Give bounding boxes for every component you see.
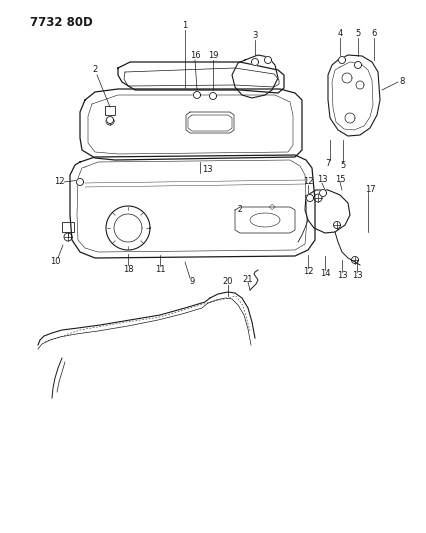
Polygon shape: [76, 179, 83, 185]
Bar: [62, 222, 74, 232]
Text: 12: 12: [54, 177, 64, 187]
Text: 15: 15: [334, 174, 345, 183]
Text: 19: 19: [207, 51, 218, 60]
Text: 2: 2: [92, 66, 98, 75]
Polygon shape: [209, 93, 216, 100]
Text: 16: 16: [189, 51, 200, 60]
Polygon shape: [306, 195, 313, 201]
Text: 1: 1: [182, 20, 187, 29]
Polygon shape: [106, 117, 113, 124]
Text: 5: 5: [354, 29, 360, 38]
Text: 13: 13: [351, 271, 362, 280]
Text: 5: 5: [340, 160, 345, 169]
Text: 13: 13: [201, 165, 212, 174]
Text: 6: 6: [371, 29, 376, 38]
Text: 17: 17: [364, 184, 374, 193]
Text: 12: 12: [302, 268, 313, 277]
Polygon shape: [264, 56, 271, 63]
Text: 3: 3: [252, 31, 257, 41]
Text: 2: 2: [237, 206, 242, 214]
Text: 14: 14: [319, 270, 329, 279]
Bar: [105, 106, 115, 115]
Polygon shape: [354, 61, 361, 69]
Text: 10: 10: [50, 257, 60, 266]
Text: ◇: ◇: [268, 203, 275, 212]
Polygon shape: [319, 190, 326, 197]
Text: 18: 18: [122, 264, 133, 273]
Text: 12: 12: [302, 177, 313, 187]
Text: 4: 4: [337, 29, 342, 38]
Polygon shape: [338, 56, 345, 63]
Text: 7732 80D: 7732 80D: [30, 17, 92, 29]
Text: 8: 8: [398, 77, 404, 86]
Polygon shape: [251, 59, 258, 66]
Text: 11: 11: [154, 265, 165, 274]
Text: 13: 13: [336, 271, 346, 280]
Polygon shape: [193, 92, 200, 99]
Text: 20: 20: [222, 278, 233, 287]
Text: 7: 7: [325, 158, 330, 167]
Text: 21: 21: [242, 274, 253, 284]
Text: 13: 13: [316, 175, 327, 184]
Text: 9: 9: [189, 278, 194, 287]
